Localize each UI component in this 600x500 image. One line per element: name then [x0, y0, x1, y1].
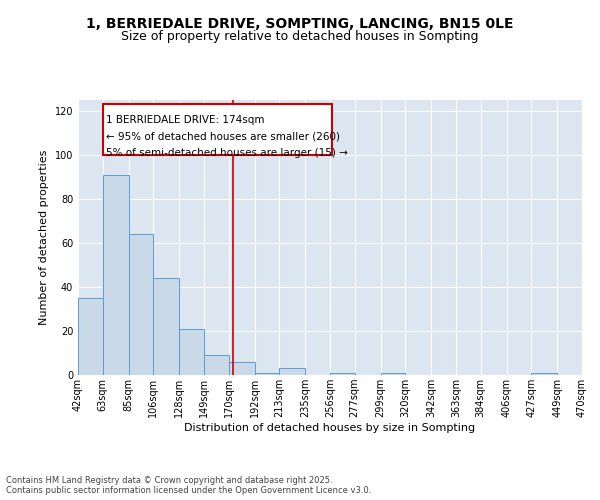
Text: Contains HM Land Registry data © Crown copyright and database right 2025.
Contai: Contains HM Land Registry data © Crown c…: [6, 476, 371, 495]
Bar: [532, 373, 557, 375]
Bar: [380, 373, 406, 375]
Bar: [128, 234, 154, 375]
Text: 1 BERRIEDALE DRIVE: 174sqm: 1 BERRIEDALE DRIVE: 174sqm: [106, 116, 265, 126]
Bar: [280, 368, 305, 375]
FancyBboxPatch shape: [103, 104, 332, 155]
Bar: [229, 362, 254, 375]
Text: Size of property relative to detached houses in Sompting: Size of property relative to detached ho…: [121, 30, 479, 43]
Bar: [330, 373, 355, 375]
Bar: [179, 329, 204, 375]
Text: 5% of semi-detached houses are larger (15) →: 5% of semi-detached houses are larger (1…: [106, 148, 348, 158]
Text: 1, BERRIEDALE DRIVE, SOMPTING, LANCING, BN15 0LE: 1, BERRIEDALE DRIVE, SOMPTING, LANCING, …: [86, 18, 514, 32]
Bar: [204, 355, 229, 375]
Bar: [254, 373, 280, 375]
Bar: [78, 298, 103, 375]
Bar: [103, 175, 128, 375]
Bar: [154, 278, 179, 375]
Text: ← 95% of detached houses are smaller (260): ← 95% of detached houses are smaller (26…: [106, 132, 340, 142]
Y-axis label: Number of detached properties: Number of detached properties: [39, 150, 49, 325]
X-axis label: Distribution of detached houses by size in Sompting: Distribution of detached houses by size …: [184, 423, 476, 433]
